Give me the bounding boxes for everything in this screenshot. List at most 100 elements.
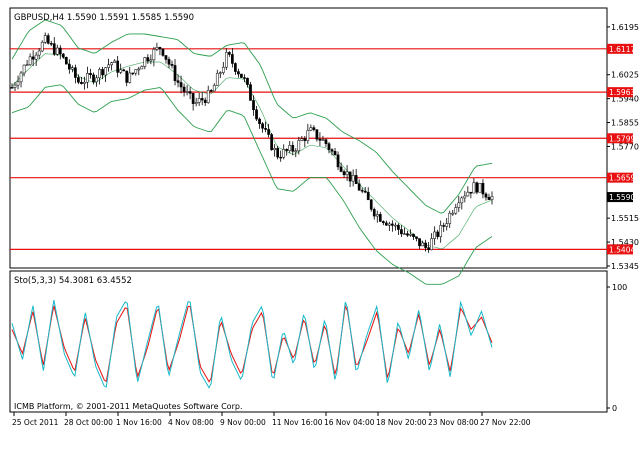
candle-body — [234, 63, 237, 72]
level-price-tag — [607, 43, 633, 54]
candle-body — [403, 233, 406, 235]
candle-body — [430, 238, 433, 251]
candle-body — [427, 247, 430, 251]
candle-body — [460, 197, 464, 204]
price-tick-label: 1.5345 — [611, 262, 639, 271]
candle-body — [378, 214, 382, 222]
upper-band-line — [11, 19, 493, 214]
candle-body — [89, 73, 92, 76]
candle-body — [43, 35, 47, 43]
candle-body — [258, 118, 261, 124]
candle-body — [231, 54, 234, 64]
candle-body — [327, 143, 331, 150]
candle-body — [92, 74, 95, 83]
candle-body — [424, 242, 427, 248]
candle-body — [306, 130, 310, 141]
candle-body — [400, 229, 403, 235]
candle-body — [37, 50, 41, 56]
candle-body — [101, 69, 104, 76]
candle-body — [206, 90, 210, 103]
candle-body — [348, 171, 352, 182]
candle-body — [191, 93, 195, 104]
candle-body — [179, 82, 183, 88]
candle-body — [288, 145, 292, 151]
candle-body — [128, 72, 132, 83]
time-tick-label: 27 Nov 22:00 — [480, 418, 531, 427]
candle-body — [176, 80, 180, 83]
envelope-bands — [11, 19, 493, 285]
candle-body — [312, 127, 316, 130]
candle-body — [13, 84, 17, 88]
time-tick-label: 16 Nov 04:00 — [324, 418, 375, 427]
candle-body — [19, 72, 23, 83]
candle-body — [252, 100, 255, 110]
candle-body — [397, 224, 400, 230]
candle-body — [119, 69, 123, 73]
current-price-label: 1.5590 — [609, 193, 635, 202]
candle-body — [394, 224, 397, 227]
candle-body — [152, 49, 156, 61]
candle-body — [243, 77, 246, 79]
candle-body — [418, 238, 421, 247]
candle-body — [342, 171, 346, 176]
candle-body — [224, 52, 228, 68]
candle-body — [52, 43, 56, 55]
candle-body — [122, 69, 126, 72]
candle-body — [388, 223, 391, 226]
time-tick-label: 23 Nov 08:00 — [428, 418, 479, 427]
candle-body — [412, 233, 415, 238]
candle-body — [487, 197, 491, 200]
horizontal-levels[interactable]: 1.6117 1.5963 1.5799 1.5659 1.5404 1.5590 — [10, 43, 635, 255]
candle-body — [143, 57, 147, 67]
price-tick-label: 1.5855 — [611, 119, 639, 128]
candle-body — [469, 191, 473, 194]
candle-body — [484, 193, 488, 198]
candle-body — [218, 72, 222, 74]
candle-body — [300, 138, 304, 141]
candle-body — [324, 139, 328, 144]
candle-body — [384, 222, 388, 226]
level-price-label: 1.5799 — [609, 134, 635, 143]
candle-body — [137, 68, 141, 71]
candle-body — [448, 212, 452, 224]
candle-body — [221, 66, 225, 73]
time-tick-label: 18 Nov 20:00 — [376, 418, 427, 427]
candle-body — [228, 52, 231, 55]
candle-body — [34, 54, 38, 60]
candle-body — [209, 90, 213, 92]
candlesticks — [10, 32, 494, 253]
candle-body — [294, 150, 298, 153]
middle-band-line — [11, 53, 493, 250]
candle-body — [107, 64, 110, 68]
candle-body — [194, 102, 198, 104]
candle-body — [215, 73, 219, 86]
candle-body — [104, 67, 107, 76]
candle-body — [140, 66, 144, 70]
candle-body — [255, 109, 258, 120]
candle-body — [46, 35, 50, 44]
candle-body — [240, 73, 243, 78]
candle-body — [134, 69, 138, 74]
candle-body — [55, 47, 59, 55]
time-tick-label: 4 Nov 08:00 — [168, 418, 214, 427]
candle-body — [270, 134, 273, 151]
level-price-label: 1.5659 — [609, 174, 635, 183]
candle-body — [98, 69, 101, 79]
candle-body — [125, 70, 129, 83]
candle-body — [442, 225, 446, 227]
candle-body — [261, 123, 264, 129]
candle-body — [421, 242, 424, 247]
level-price-label: 1.5404 — [609, 245, 635, 254]
indicator-tick-100: 100 — [612, 283, 627, 292]
price-tick-label: 1.6025 — [611, 71, 639, 80]
candle-body — [170, 64, 174, 66]
level-price-tag — [607, 133, 633, 144]
candle-body — [318, 138, 322, 141]
candle-body — [391, 223, 394, 226]
current-price-tag — [607, 192, 633, 203]
candle-body — [351, 175, 355, 182]
candle-body — [64, 56, 68, 65]
candle-body — [439, 225, 443, 237]
